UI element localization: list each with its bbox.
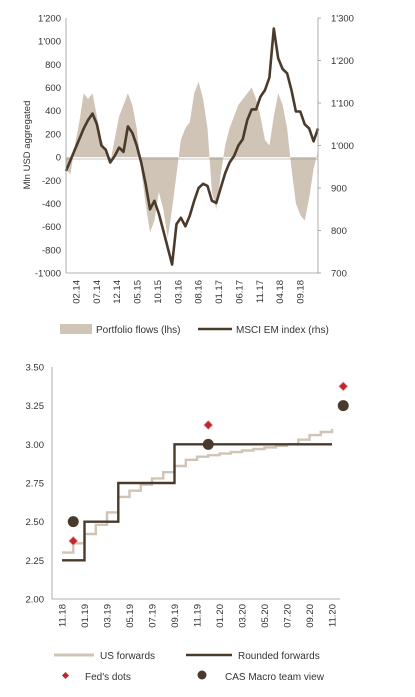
chart-1-legend-flows-label: Portfolio flows (lhs) — [96, 325, 180, 336]
chart-2-x-tick-label: 05.20 — [260, 604, 271, 628]
chart-2-rounded-forwards-line — [62, 443, 332, 562]
chart-1-x-tick-label: 01.17 — [214, 280, 225, 304]
chart-1-left-tick-label: -400 — [42, 199, 61, 210]
chart-2-fed-dot — [203, 419, 214, 431]
chart-1-left-tick-label: -600 — [42, 222, 61, 233]
chart-2-legend-rounded-label: Rounded forwards — [238, 651, 320, 662]
chart-2-cas-point — [337, 400, 349, 412]
chart-1-x-tick-label: 04.18 — [275, 280, 286, 304]
chart-2-legend-forwards-label: US forwards — [100, 651, 155, 662]
chart-2-x-tick-label: 11.18 — [58, 604, 69, 627]
chart-2-cas-point — [67, 516, 79, 528]
chart-1-x-tick-label: 11.17 — [255, 280, 266, 303]
chart-2-y-tick-label: 3.25 — [26, 401, 45, 412]
chart-1-flows-area-path — [66, 81, 318, 239]
chart-1-right-tick-label: 900 — [331, 184, 347, 195]
chart-2-x-tick-label: 09.19 — [170, 604, 181, 628]
chart-1-left-tick-label: -200 — [42, 176, 61, 187]
chart-2-feds-dots — [68, 381, 349, 547]
chart-2-fed-dot — [68, 535, 79, 547]
chart-1-left-tick-label: 1'000 — [38, 37, 61, 48]
chart-1-x-tick-label: 07.14 — [92, 280, 103, 304]
chart-2-x-tick-label: 09.20 — [305, 604, 316, 628]
chart-2-y-tick-label: 2.75 — [26, 479, 45, 490]
chart-1-left-tick-label: 0 — [56, 153, 61, 164]
chart-1-ylabel: Mln USD aggregated — [22, 101, 33, 190]
chart-2-y-tick-label: 3.00 — [26, 440, 45, 451]
chart-1-x-tick-label: 09.18 — [296, 280, 307, 304]
chart-2-rounded-polyline — [62, 443, 332, 562]
chart-1-msci-em-line — [64, 27, 320, 266]
chart-1-left-tick-label: -800 — [42, 245, 61, 256]
chart-2-y-tick-label: 2.00 — [26, 595, 45, 606]
chart-2-rates: 2.00 2.25 2.50 2.75 3.00 3.25 3.50 11.18 01.19 0… — [26, 363, 349, 683]
chart-1-right-tick-label: 1'300 — [331, 14, 354, 25]
chart-1-portfolio-flows-area — [66, 81, 318, 239]
chart-1-right-tick-label: 800 — [331, 226, 347, 237]
chart-2-legend-dots-label: Fed's dots — [85, 672, 131, 683]
chart-2-legend-cas-label: CAS Macro team view — [225, 672, 325, 683]
chart-2-legend-dots-marker — [61, 671, 70, 680]
chart-1-right-axis: 700 800 900 1'000 1'100 1'200 1'300 — [318, 14, 354, 280]
chart-1-left-tick-label: 400 — [45, 106, 61, 117]
chart-1-legend-msci-label: MSCI EM index (rhs) — [236, 325, 329, 336]
chart-1-x-tick-label: 06.17 — [234, 280, 245, 304]
chart-2-x-tick-label: 07.20 — [283, 604, 294, 628]
chart-1-x-tick-label: 12.14 — [112, 280, 123, 304]
chart-2-x-tick-label: 03.20 — [238, 604, 249, 628]
chart-1-right-tick-label: 1'200 — [331, 56, 354, 67]
chart-1-left-tick-label: 600 — [45, 83, 61, 94]
chart-1-right-tick-label: 1'100 — [331, 99, 354, 110]
chart-2-fed-dot — [338, 381, 349, 392]
chart-2-x-tick-label: 05.19 — [125, 604, 136, 628]
chart-2-x-tick-label: 03.19 — [103, 604, 114, 628]
chart-1-left-tick-label: 800 — [45, 60, 61, 71]
chart-1-left-tick-label: -1'000 — [35, 269, 61, 280]
chart-2-y-tick-label: 2.50 — [26, 517, 45, 528]
chart-1-left-tick-label: 200 — [45, 129, 61, 140]
chart-1-left-tick-label: 1'200 — [38, 14, 61, 25]
chart-1-left-axis: -1'000 -800 -600 -400 -200 0 200 400 600 800 1'000… — [35, 14, 61, 280]
chart-2-cas-point — [202, 438, 214, 450]
chart-1-right-tick-label: 1'000 — [331, 141, 354, 152]
chart-2-legend-cas-marker — [197, 670, 207, 680]
chart-2-x-tick-label: 11.20 — [328, 604, 339, 627]
chart-2-cas-view — [67, 400, 349, 528]
chart-2-x-axis: 11.18 01.19 03.19 05.19 07.19 09.19 11.19 01.20… — [58, 604, 339, 628]
chart-1-x-tick-label: 10.15 — [153, 280, 164, 304]
chart-1-right-tick-label: 700 — [331, 269, 347, 280]
chart-1-x-tick-label: 05.15 — [133, 280, 144, 304]
chart-1-x-tick-label: 08.16 — [194, 280, 205, 304]
chart-1-legend-flows-swatch — [60, 324, 92, 334]
chart-2-us-forwards-line — [62, 428, 334, 554]
chart-2-x-tick-label: 11.19 — [193, 604, 204, 627]
chart-1-em-flows: Mln USD aggregated -1'000 -800 -600 -400 -20… — [22, 14, 354, 337]
chart-2-x-tick-label: 01.19 — [80, 604, 91, 628]
chart-1-msci-polyline — [64, 27, 320, 266]
chart-1-x-axis: 02.14 07.14 12.14 05.15 10.15 03.16 08.16 01.17… — [72, 280, 307, 304]
chart-2-x-tick-label: 01.20 — [215, 604, 226, 628]
chart-1-x-tick-label: 02.14 — [72, 280, 83, 304]
chart-1-axes — [65, 18, 319, 274]
chart-2-forwards-polyline — [62, 428, 334, 554]
chart-1-x-tick-label: 03.16 — [173, 280, 184, 304]
chart-2-y-tick-label: 2.25 — [26, 556, 45, 567]
chart-2-y-axis: 2.00 2.25 2.50 2.75 3.00 3.25 3.50 — [26, 363, 45, 606]
chart-2-x-tick-label: 07.19 — [148, 604, 159, 628]
chart-2-y-tick-label: 3.50 — [26, 363, 45, 374]
